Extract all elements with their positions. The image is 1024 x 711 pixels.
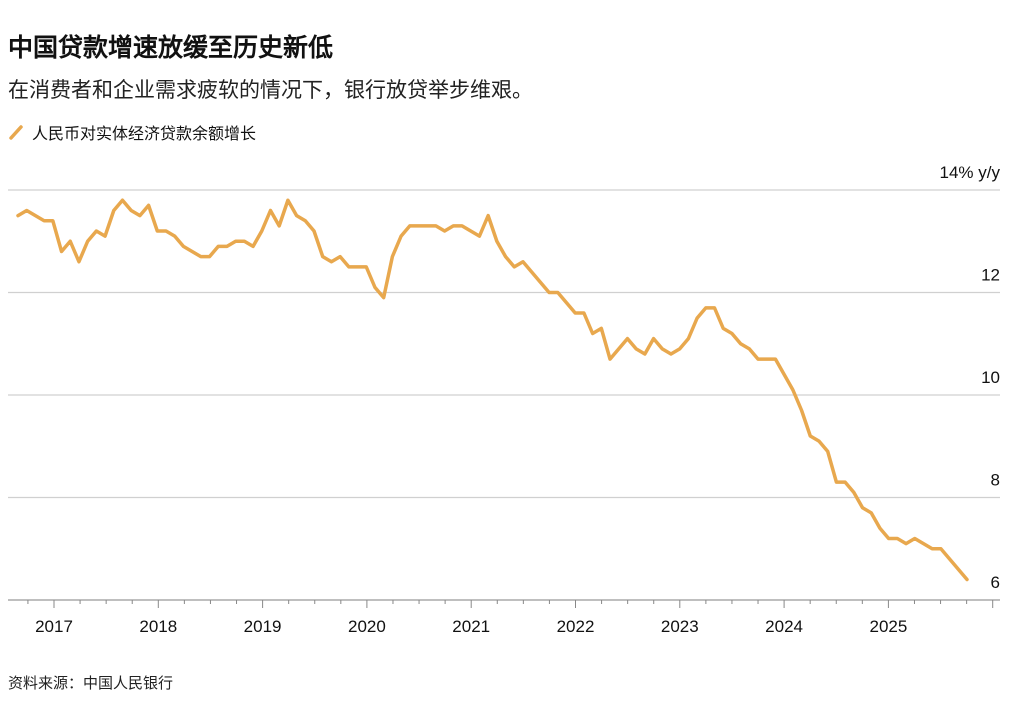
chart-title: 中国贷款增速放缓至历史新低 [8, 33, 334, 62]
legend-label: 人民币对实体经济贷款余额增长 [32, 124, 257, 143]
x-tick-label: 2025 [869, 617, 907, 636]
y-tick-label: 6 [991, 573, 1000, 592]
x-tick-label: 2017 [35, 617, 73, 636]
series-line [16, 198, 969, 582]
x-tick-label: 2022 [557, 617, 595, 636]
x-tick-label: 2018 [139, 617, 177, 636]
x-tick-label: 2020 [348, 617, 386, 636]
x-tick-label: 2019 [244, 617, 282, 636]
y-tick-label: 14% y/y [940, 163, 1001, 182]
y-tick-label: 12 [981, 266, 1000, 285]
y-tick-label: 8 [991, 471, 1000, 490]
y-tick-label: 10 [981, 368, 1000, 387]
source-note: 资料来源：中国人民银行 [8, 674, 174, 692]
x-tick-label: 2024 [765, 617, 803, 636]
x-tick-label: 2023 [661, 617, 699, 636]
chart-subtitle: 在消费者和企业需求疲软的情况下，银行放贷举步维艰。 [8, 78, 533, 102]
legend-line-icon [9, 125, 23, 140]
x-tick-label: 2021 [452, 617, 490, 636]
legend: 人民币对实体经济贷款余额增长 [8, 120, 256, 144]
